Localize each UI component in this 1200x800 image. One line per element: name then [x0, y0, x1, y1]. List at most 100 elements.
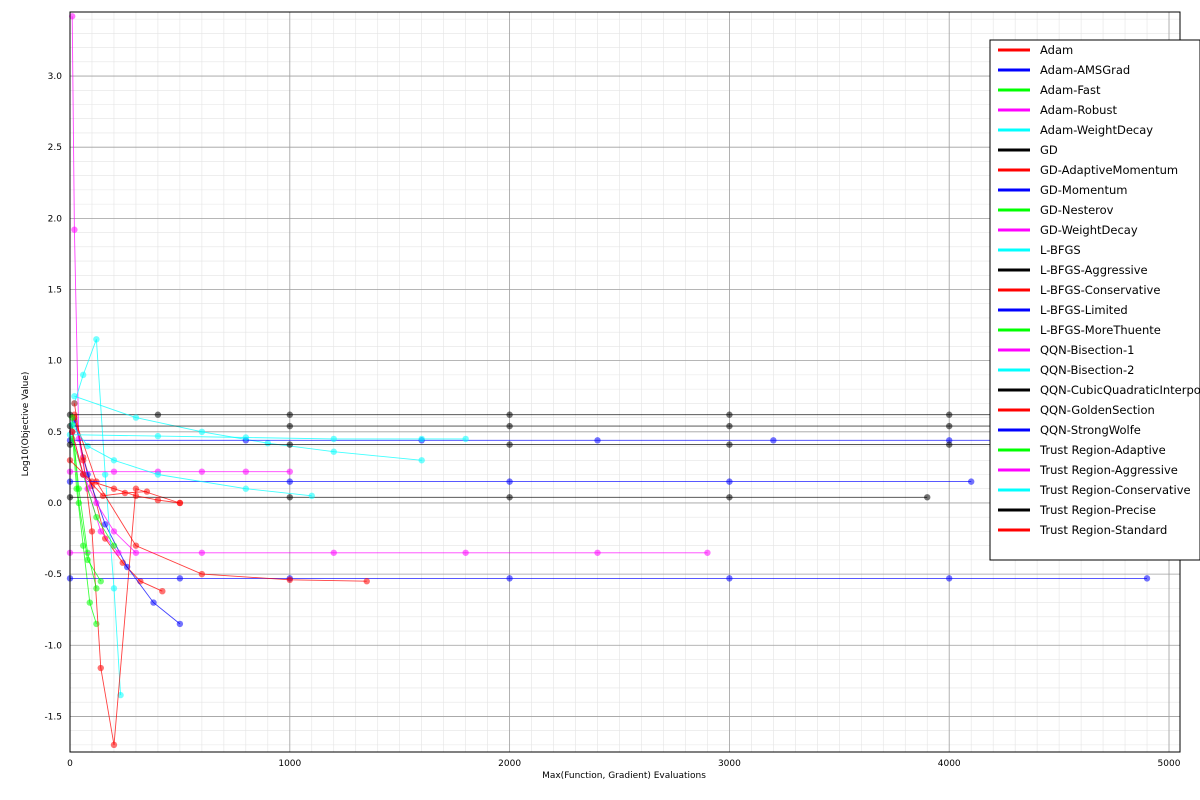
- data-point: [99, 492, 107, 500]
- data-point: [264, 439, 272, 447]
- data-point: [150, 599, 157, 606]
- data-point: [198, 549, 206, 556]
- data-point: [946, 422, 953, 430]
- data-point: [97, 664, 104, 672]
- data-point: [726, 422, 733, 430]
- series-line: [71, 417, 102, 582]
- legend-label: QQN-StrongWolfe: [1040, 423, 1141, 437]
- y-tick-label: 3.0: [48, 72, 63, 82]
- legend-label: GD: [1040, 143, 1058, 157]
- data-point: [286, 478, 294, 485]
- legend-label: GD-AdaptiveMomentum: [1040, 163, 1178, 177]
- data-point: [101, 471, 109, 478]
- series-qqn-cubicquadraticinterpolation: [66, 494, 931, 501]
- data-point: [506, 411, 513, 418]
- series-trust-region-conservative: [68, 421, 315, 500]
- data-point: [726, 411, 733, 418]
- x-tick-label: 0: [67, 759, 73, 769]
- series-qqn-bisection-2: [66, 431, 469, 443]
- series-gd-weightdecay: [66, 549, 711, 556]
- data-point: [84, 442, 91, 450]
- data-point: [726, 441, 733, 448]
- data-point: [967, 478, 975, 485]
- data-point: [330, 435, 337, 443]
- legend-label: Adam-Robust: [1040, 103, 1117, 117]
- data-point: [506, 422, 513, 430]
- legend-label: Trust Region-Precise: [1039, 503, 1156, 517]
- data-point: [71, 393, 78, 400]
- series-line: [73, 339, 122, 696]
- legend-label: GD-Momentum: [1040, 183, 1127, 197]
- data-point: [143, 488, 151, 495]
- legend-label: QQN-Bisection-1: [1040, 343, 1134, 357]
- data-point: [946, 411, 953, 418]
- data-point: [110, 485, 118, 492]
- legend-label: QQN-GoldenSection: [1040, 403, 1155, 417]
- y-tick-label: -0.5: [44, 570, 62, 580]
- legend-label: L-BFGS-MoreThuente: [1040, 323, 1161, 337]
- data-point: [946, 575, 953, 582]
- x-tick-label: 2000: [498, 759, 521, 769]
- data-point: [88, 528, 96, 535]
- legend-box: [989, 39, 1200, 561]
- data-point: [110, 542, 118, 549]
- data-point: [330, 448, 337, 455]
- data-point: [68, 414, 76, 421]
- series-line: [71, 424, 312, 497]
- y-tick-label: -1.0: [44, 641, 62, 651]
- series-line: [73, 417, 367, 582]
- data-point: [242, 485, 250, 492]
- series-gd-adaptivemomentum: [71, 400, 184, 749]
- legend: Adam Adam-AMSGrad Adam-Fast Adam-Robust Adam…: [989, 39, 1200, 561]
- data-point: [84, 556, 91, 564]
- data-point: [506, 478, 513, 485]
- data-point: [71, 400, 78, 407]
- legend-label: L-BFGS: [1040, 243, 1081, 257]
- data-point: [308, 492, 315, 500]
- series-qqn-bisection-1: [66, 468, 294, 475]
- y-tick-label: 2.0: [48, 214, 63, 224]
- data-point: [198, 468, 206, 475]
- data-point: [726, 478, 733, 485]
- data-point: [101, 521, 109, 528]
- data-point: [86, 599, 93, 606]
- legend-label: L-BFGS-Aggressive: [1040, 263, 1148, 277]
- series-trust-region-standard: [68, 428, 151, 500]
- data-point: [132, 549, 140, 556]
- y-tick-label: 2.5: [48, 143, 62, 153]
- data-point: [75, 485, 82, 492]
- data-point: [286, 494, 294, 501]
- data-point: [132, 414, 140, 421]
- data-point: [924, 494, 931, 501]
- series-gd-momentum: [66, 575, 1151, 582]
- series-layer: [66, 13, 1173, 749]
- data-point: [121, 489, 129, 497]
- x-tick-label: 3000: [718, 759, 741, 769]
- data-point: [506, 441, 513, 448]
- data-point: [68, 421, 76, 428]
- data-point: [506, 494, 513, 501]
- data-point: [101, 535, 109, 542]
- x-ticks: 0 1000 2000 3000 4000 5000: [67, 759, 1181, 769]
- data-point: [242, 434, 250, 441]
- legend-label: Trust Region-Conservative: [1039, 483, 1191, 497]
- data-point: [198, 570, 206, 578]
- legend-label: GD-Nesterov: [1040, 203, 1114, 217]
- data-point: [93, 585, 100, 592]
- y-tick-label: 0.5: [48, 428, 62, 438]
- legend-label: L-BFGS-Conservative: [1040, 283, 1160, 297]
- series-gd: [66, 411, 1173, 418]
- data-point: [93, 620, 100, 628]
- series-line: [71, 438, 115, 546]
- series-l-bfgs-morethuente: [68, 414, 104, 585]
- data-point: [110, 585, 118, 592]
- legend-label: Adam-WeightDecay: [1040, 123, 1153, 137]
- legend-label: GD-WeightDecay: [1040, 223, 1138, 237]
- data-point: [286, 441, 294, 448]
- data-point: [286, 422, 294, 430]
- data-point: [132, 542, 140, 549]
- legend-label: Trust Region-Adaptive: [1039, 443, 1166, 457]
- data-point: [110, 528, 118, 535]
- data-point: [97, 578, 104, 585]
- data-point: [75, 499, 82, 507]
